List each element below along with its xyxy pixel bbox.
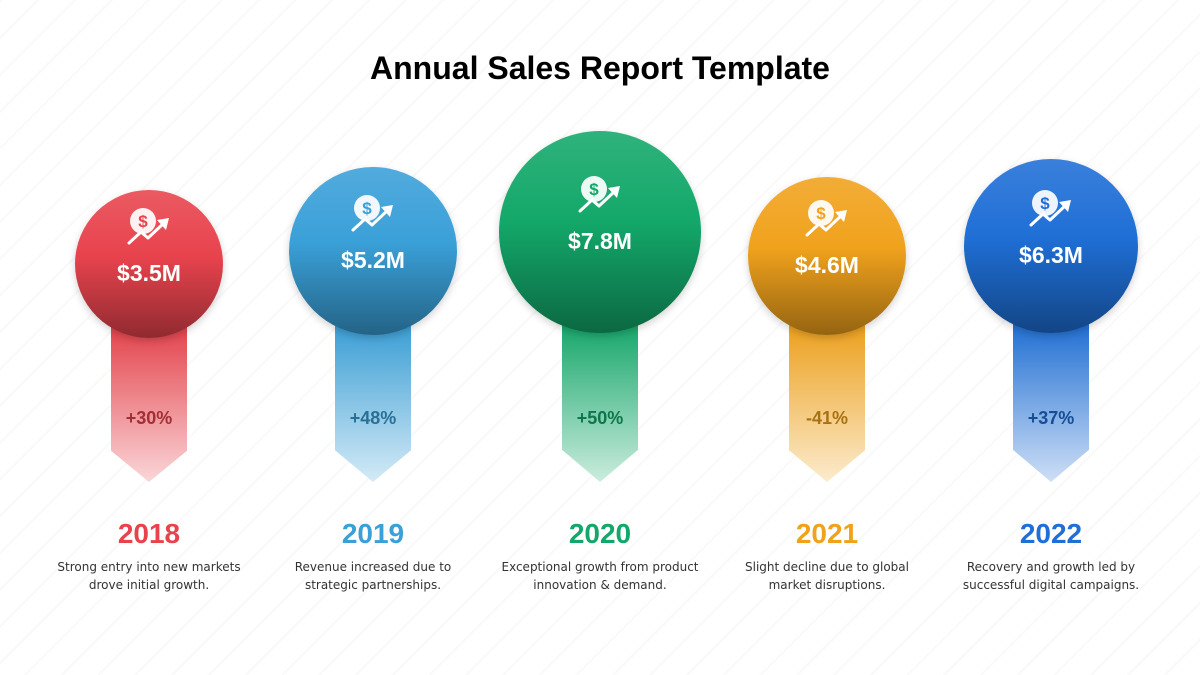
svg-text:$: $ xyxy=(362,199,372,218)
milestone-2018: $ $3.5M +30% 2018 Strong entry into new … xyxy=(34,0,264,675)
dollar-growth-icon: $ xyxy=(578,176,620,213)
revenue-amount: $6.3M xyxy=(1019,242,1083,268)
revenue-bubble: $ $6.3M xyxy=(964,159,1138,333)
stem-arrow xyxy=(111,326,187,482)
svg-text:$: $ xyxy=(816,204,826,223)
milestone-2019: $ $5.2M +48% 2019 Revenue increased due … xyxy=(258,0,488,675)
year-label: 2022 xyxy=(1019,518,1083,549)
svg-text:$: $ xyxy=(138,212,148,231)
year-label: 2019 xyxy=(341,518,405,549)
dollar-growth-icon: $ xyxy=(127,208,169,245)
milestone-description: Revenue increased due to strategic partn… xyxy=(294,560,452,592)
page-title: Annual Sales Report Template xyxy=(370,50,830,86)
revenue-bubble: $ $7.8M xyxy=(499,131,701,333)
revenue-bubble: $ $5.2M xyxy=(289,167,457,335)
milestone-description: Slight decline due to global market disr… xyxy=(745,560,909,592)
milestone-description: Strong entry into new markets drove init… xyxy=(57,560,241,592)
revenue-amount: $5.2M xyxy=(341,247,405,273)
year-label: 2020 xyxy=(568,518,632,549)
milestone-description: Recovery and growth led by successful di… xyxy=(962,560,1140,592)
revenue-amount: $4.6M xyxy=(795,252,859,278)
stem-arrow xyxy=(335,323,411,482)
stem-arrow xyxy=(562,321,638,482)
stem-arrow xyxy=(1013,321,1089,482)
growth-percent: +48% xyxy=(349,408,397,428)
growth-percent: +50% xyxy=(576,408,624,428)
year-label: 2018 xyxy=(117,518,181,549)
milestone-2021: $ $4.6M -41% 2021 Slight decline due to … xyxy=(712,0,942,675)
milestone-description: Exceptional growth from product innovati… xyxy=(501,560,699,592)
svg-text:$: $ xyxy=(589,180,599,199)
svg-text:$: $ xyxy=(1040,194,1050,213)
revenue-amount: $7.8M xyxy=(568,228,632,254)
year-label: 2021 xyxy=(795,518,859,549)
revenue-amount: $3.5M xyxy=(117,260,181,286)
milestone-2022: $ $6.3M +37% 2022 Recovery and growth le… xyxy=(936,0,1166,675)
dollar-growth-icon: $ xyxy=(805,200,847,237)
stem-arrow xyxy=(789,323,865,482)
revenue-bubble: $ $3.5M xyxy=(75,190,223,338)
milestone-2020: $ $7.8M +50% 2020 Exceptional growth fro… xyxy=(485,0,715,675)
dollar-growth-icon: $ xyxy=(1029,190,1071,227)
growth-percent: +37% xyxy=(1027,408,1075,428)
dollar-growth-icon: $ xyxy=(351,195,393,232)
revenue-bubble: $ $4.6M xyxy=(748,177,906,335)
growth-percent: +30% xyxy=(125,408,173,428)
growth-percent: -41% xyxy=(805,408,849,428)
